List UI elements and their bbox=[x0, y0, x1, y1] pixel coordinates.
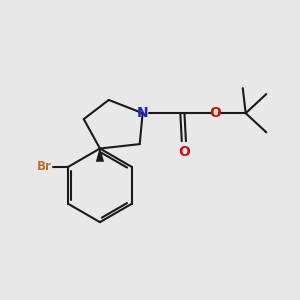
Text: O: O bbox=[209, 106, 221, 120]
Polygon shape bbox=[96, 147, 104, 162]
Text: O: O bbox=[178, 145, 190, 159]
Text: Br: Br bbox=[36, 160, 51, 173]
Text: N: N bbox=[137, 106, 148, 120]
